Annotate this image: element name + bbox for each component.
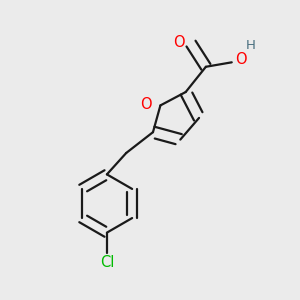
Text: Cl: Cl (100, 255, 114, 270)
Text: H: H (246, 40, 256, 52)
Text: O: O (235, 52, 246, 67)
Text: O: O (140, 97, 152, 112)
Text: O: O (173, 34, 185, 50)
